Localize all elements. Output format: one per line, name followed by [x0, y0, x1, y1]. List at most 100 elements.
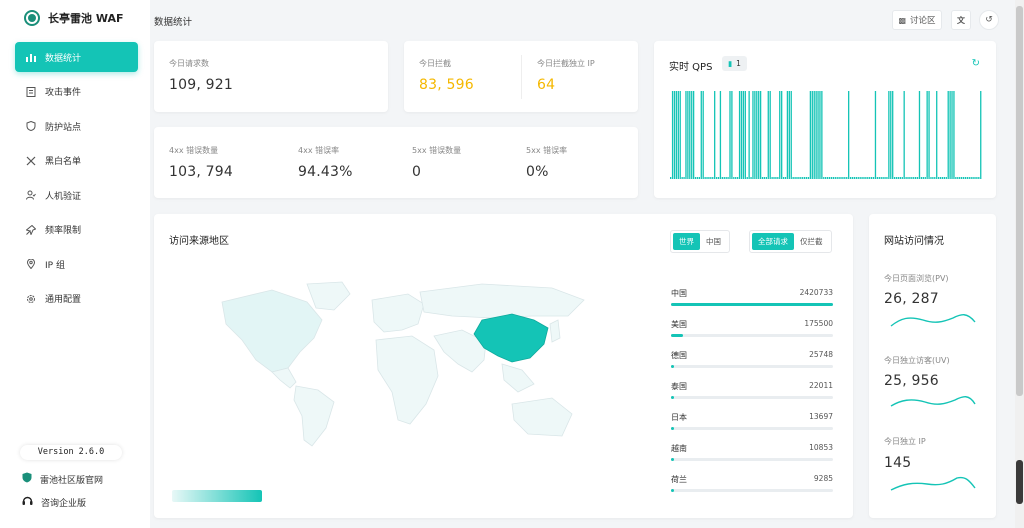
stat-value: 0	[412, 164, 422, 180]
refresh-icon[interactable]: ↻	[971, 58, 980, 69]
enterprise-consult-link[interactable]: 咨询企业版	[22, 495, 86, 509]
bar-chart-icon: ▮	[728, 59, 733, 68]
qps-bar	[675, 91, 678, 179]
qps-bar	[817, 91, 819, 179]
stat-label: 今日拦截	[419, 59, 451, 68]
sidebar-item-rate-limit[interactable]: 频率限制	[15, 215, 138, 245]
language-toggle-button[interactable]: 文	[951, 10, 971, 30]
qps-bar	[809, 91, 812, 179]
stat-label: 今日拦截独立 IP	[537, 59, 595, 68]
qps-bar	[704, 177, 706, 179]
map-region	[271, 367, 297, 389]
enterprise-link-label: 咨询企业版	[41, 498, 87, 509]
qps-bar	[943, 177, 946, 179]
qps-bar	[966, 177, 968, 179]
ranking-bar-track	[671, 427, 833, 430]
logo[interactable]: 长亭雷池 WAF	[24, 10, 124, 26]
qps-bar	[738, 91, 741, 179]
sidebar-item-captcha[interactable]: 人机验证	[15, 180, 138, 210]
divider	[521, 55, 522, 99]
qps-bar	[805, 177, 808, 179]
qps-bar	[844, 177, 846, 179]
tab-world[interactable]: 世界	[673, 233, 700, 250]
ranking-name: 越南	[671, 444, 687, 453]
sidebar-item-blackwhite-list[interactable]: 黑白名单	[15, 146, 138, 176]
stat-label: 今日页面浏览(PV)	[884, 274, 949, 283]
community-icon: ▩	[898, 15, 907, 25]
ranking-name: 泰国	[671, 382, 687, 391]
qps-bar	[974, 177, 976, 179]
map-region	[375, 335, 439, 425]
sidebar-item-statistics[interactable]: 数据统计	[15, 42, 138, 72]
qps-bar	[893, 177, 896, 179]
qps-bar	[685, 91, 687, 179]
today-blocked-card: 今日拦截 83, 596 今日拦截独立 IP 64	[404, 41, 638, 112]
qps-bar	[754, 91, 756, 179]
qps-bar	[821, 91, 823, 179]
ranking-value: 13697	[809, 412, 833, 421]
sidebar-item-label: IP 组	[45, 260, 65, 271]
sidebar-item-ip-group[interactable]: IP 组	[15, 249, 138, 279]
version-badge: Version 2.6.0	[20, 445, 122, 460]
qps-bar	[890, 91, 892, 179]
qps-bar	[962, 177, 965, 179]
qps-bar	[936, 91, 938, 179]
qps-bar	[681, 177, 683, 179]
qps-bar	[815, 91, 817, 179]
qps-bar	[874, 91, 877, 179]
qps-bar	[752, 91, 754, 179]
tab-blocked-only[interactable]: 仅拦截	[800, 237, 823, 246]
page-title: 数据统计	[154, 17, 193, 28]
qps-bar	[782, 177, 785, 179]
qps-bar	[714, 91, 716, 179]
qps-bar	[872, 177, 875, 179]
sidebar-item-protected-sites[interactable]: 防护站点	[15, 111, 138, 141]
qps-bar	[775, 177, 777, 179]
world-map[interactable]	[212, 280, 592, 450]
stat-label: 今日独立访客(UV)	[884, 356, 950, 365]
qps-bar	[876, 177, 879, 179]
qps-bar	[790, 91, 792, 179]
stat-value: 25, 956	[884, 373, 939, 389]
qps-bar	[735, 177, 737, 179]
qps-bar	[947, 91, 949, 179]
qps-bar	[830, 177, 833, 179]
geo-title: 访问来源地区	[169, 236, 229, 247]
qps-bar	[960, 177, 963, 179]
qps-bar	[848, 91, 850, 179]
scrollbar-handle[interactable]	[1016, 460, 1023, 504]
qps-bar	[945, 177, 947, 179]
qps-bar	[888, 91, 890, 179]
ranking-row: 越南 10853	[671, 443, 833, 469]
qps-bar	[909, 177, 911, 179]
qps-bar	[865, 177, 867, 179]
qps-bar	[976, 177, 978, 179]
qps-bar	[769, 91, 771, 179]
qps-bar	[786, 91, 789, 179]
tab-all-requests[interactable]: 全部请求	[752, 233, 794, 250]
sidebar-item-general-settings[interactable]: 通用配置	[15, 284, 138, 314]
ranking-bar-track	[671, 489, 833, 492]
ranking-bar-track	[671, 303, 833, 306]
sidebar-item-attack-events[interactable]: 攻击事件	[15, 77, 138, 107]
qps-bar	[920, 177, 923, 179]
scrollbar-thumb[interactable]	[1016, 6, 1023, 396]
qps-bar	[846, 177, 848, 179]
qps-bar	[811, 91, 813, 179]
logout-button[interactable]: ↺	[979, 10, 999, 30]
qps-bar	[700, 91, 702, 179]
stat-value: 94.43%	[298, 164, 353, 180]
qps-bar	[957, 177, 959, 179]
logo-icon	[24, 10, 40, 26]
qps-bar	[746, 177, 748, 179]
sidebar-item-label: 通用配置	[45, 295, 82, 305]
qps-bar	[759, 91, 762, 179]
community-site-link[interactable]: 雷池社区版官网	[22, 472, 103, 486]
stat-label: 4xx 错误数量	[169, 146, 219, 155]
tab-china[interactable]: 中国	[706, 237, 721, 246]
page-scrollbar[interactable]	[1015, 0, 1024, 528]
map-region	[511, 397, 573, 437]
qps-bar	[771, 177, 773, 179]
qps-bar	[930, 177, 932, 179]
discuss-button[interactable]: ▩ 讨论区	[892, 10, 942, 30]
